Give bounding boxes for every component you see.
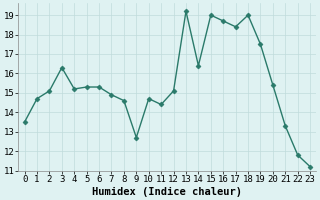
X-axis label: Humidex (Indice chaleur): Humidex (Indice chaleur) — [92, 186, 242, 197]
